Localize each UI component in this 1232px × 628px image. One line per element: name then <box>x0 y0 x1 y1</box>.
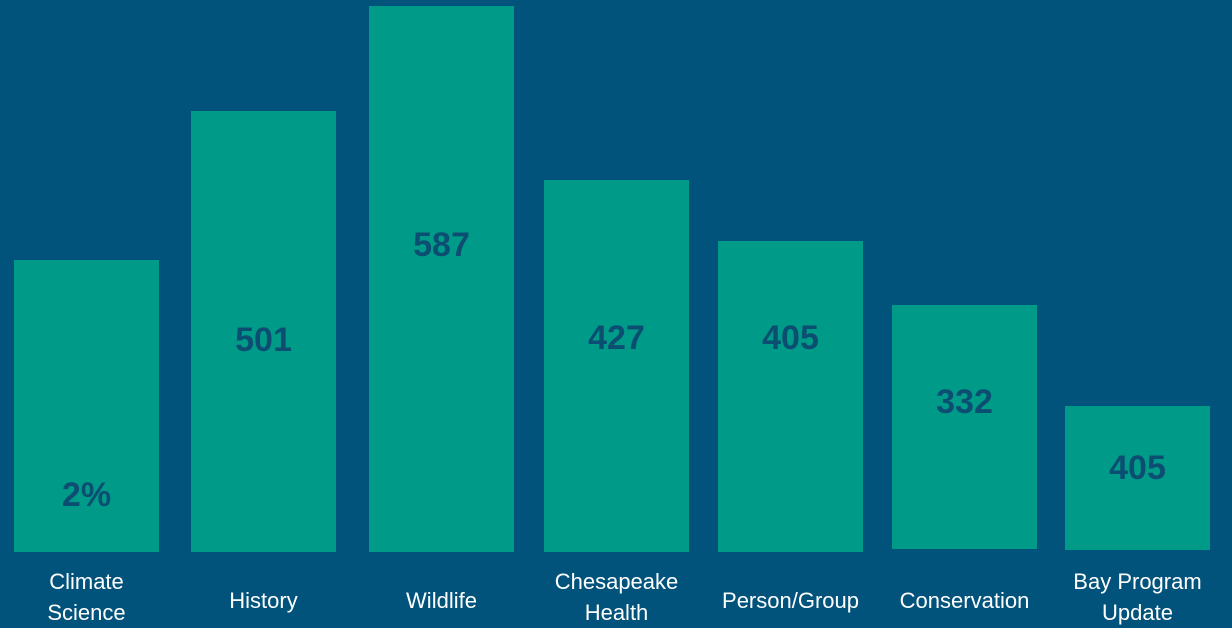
bar <box>369 6 514 552</box>
bar <box>14 260 159 552</box>
bar-label: Bay Program <box>1073 569 1201 594</box>
bar-value: 2% <box>62 476 111 514</box>
bar-value: 587 <box>413 226 470 264</box>
bar-value: 405 <box>762 319 819 357</box>
bar-label: Health <box>585 600 649 625</box>
bar-label: Person/Group <box>722 588 859 613</box>
bar-value: 405 <box>1109 449 1166 487</box>
bar <box>544 180 689 552</box>
bar <box>892 305 1037 549</box>
bar-label: Science <box>47 600 125 625</box>
bar-label: Wildlife <box>406 588 477 613</box>
bar-value: 501 <box>235 321 292 359</box>
bar-value: 332 <box>936 383 993 421</box>
bar-value: 427 <box>588 319 645 357</box>
bar-label: Update <box>1102 600 1173 625</box>
bar-label: Conservation <box>900 588 1030 613</box>
bar-label: Climate <box>49 569 124 594</box>
bar-label: Chesapeake <box>555 569 679 594</box>
bar-label: History <box>229 588 297 613</box>
bar <box>191 111 336 552</box>
bar <box>718 241 863 552</box>
bar <box>1065 406 1210 550</box>
